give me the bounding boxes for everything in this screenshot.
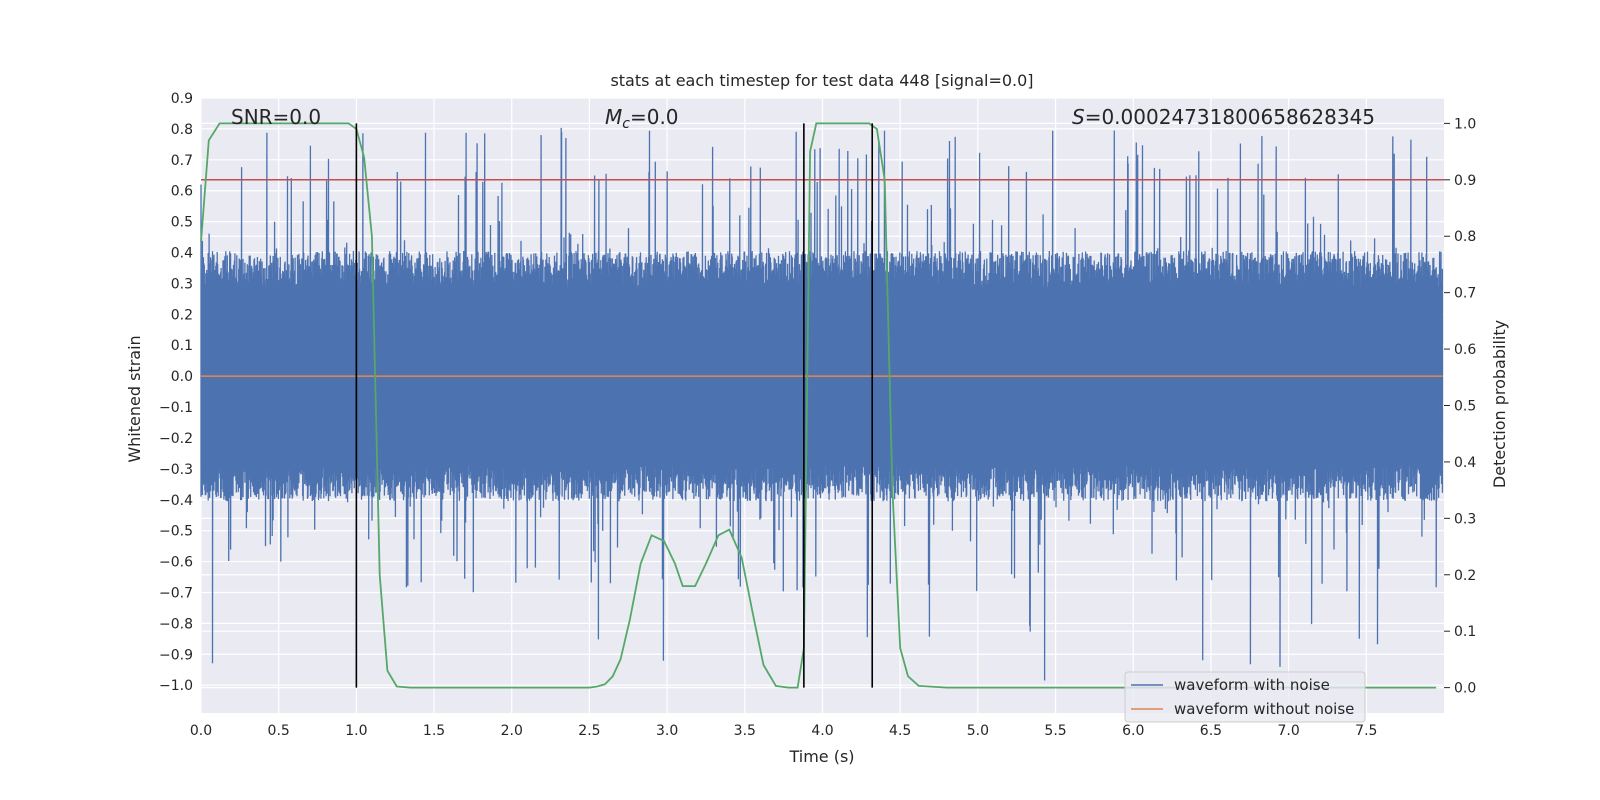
y-tick-label: 0.2 <box>171 307 193 323</box>
y-tick-label: 0.1 <box>171 338 193 354</box>
y-tick-labels: 0.9 0.8 0.7 0.6 0.5 0.4 0.3 0.2 0.1 0.0 −0.1 −0.2 −0… <box>159 91 193 694</box>
y-tick-label: 0.9 <box>171 91 193 107</box>
noise-series <box>200 127 1444 681</box>
mc-symbol: M <box>605 105 622 129</box>
y-tick-label: −0.2 <box>159 431 193 447</box>
y-axis-label: Whitened strain <box>125 335 144 462</box>
y2-tick-labels: 0.0 0.1 0.2 0.3 0.4 0.5 0.6 0.7 0.8 0.9 1.0 <box>1444 116 1476 697</box>
snr-annotation: SNR=0.0 <box>231 105 321 129</box>
mc-annotation: Mc=0.0 <box>605 105 679 132</box>
x-tick-label: 6.0 <box>1122 723 1144 739</box>
chart-title: stats at each timestep for test data 448… <box>610 71 1033 90</box>
y2-tick-label: 0.0 <box>1454 681 1476 697</box>
x-tick-label: 0.5 <box>268 723 290 739</box>
x-tick-label: 1.5 <box>423 723 445 739</box>
y2-tick-label: 0.5 <box>1454 399 1476 415</box>
y-tick-label: −0.8 <box>159 616 193 632</box>
x-tick-label: 2.0 <box>501 723 523 739</box>
y2-tick-label: 0.6 <box>1454 342 1476 358</box>
overlay-lines <box>200 122 1444 689</box>
legend: waveform with noise waveform without noi… <box>1124 671 1366 723</box>
mc-value: =0.0 <box>630 105 679 129</box>
y-tick-label: −0.7 <box>159 585 193 601</box>
x-tick-label: 1.0 <box>345 723 367 739</box>
s-annotation: S=0.00024731800658628345 <box>1072 105 1375 129</box>
y-tick-label: −0.6 <box>159 555 193 571</box>
y-tick-label: −0.4 <box>159 493 193 509</box>
y-tick-label: −0.3 <box>159 462 193 478</box>
x-tick-label: 0.0 <box>190 723 212 739</box>
y2-tick-label: 0.4 <box>1454 455 1476 471</box>
y2-tick-label: 0.3 <box>1454 511 1476 527</box>
legend-label-clean: waveform without noise <box>1174 700 1354 718</box>
y2-tick-label: 0.7 <box>1454 286 1476 302</box>
x-tick-label: 4.0 <box>811 723 833 739</box>
y2-axis-label: Detection probability <box>1490 320 1509 488</box>
x-tick-label: 6.5 <box>1200 723 1222 739</box>
x-tick-label: 7.5 <box>1355 723 1377 739</box>
y-tick-label: 0.7 <box>171 153 193 169</box>
legend-box <box>1124 671 1366 723</box>
y-tick-label: 0.4 <box>171 246 193 262</box>
y-tick-label: −0.9 <box>159 647 193 663</box>
mc-subscript: c <box>622 116 630 132</box>
x-tick-label: 3.5 <box>734 723 756 739</box>
y2-tick-label: 0.1 <box>1454 624 1476 640</box>
y-tick-label: 0.0 <box>171 369 193 385</box>
y2-tick-label: 0.2 <box>1454 568 1476 584</box>
x-axis-label: Time (s) <box>788 747 854 766</box>
y2-tick-label: 0.9 <box>1454 173 1476 189</box>
x-tick-label: 2.5 <box>578 723 600 739</box>
y-tick-label: −0.1 <box>159 400 193 416</box>
s-value: =0.00024731800658628345 <box>1085 105 1375 129</box>
legend-label-noise: waveform with noise <box>1174 676 1330 694</box>
y-tick-label: 0.8 <box>171 122 193 138</box>
s-symbol: S <box>1072 105 1085 129</box>
detection-probability-line <box>200 122 1437 689</box>
x-tick-label: 5.0 <box>967 723 989 739</box>
x-tick-label: 7.0 <box>1277 723 1299 739</box>
waveform-with-noise <box>200 127 1444 681</box>
x-tick-label: 4.5 <box>889 723 911 739</box>
y-tick-label: 0.3 <box>171 276 193 292</box>
y2-tick-label: 1.0 <box>1454 116 1476 132</box>
y-tick-label: −1.0 <box>159 678 193 694</box>
y-tick-label: 0.6 <box>171 184 193 200</box>
x-tick-label: 5.5 <box>1044 723 1066 739</box>
y2-tick-label: 0.8 <box>1454 229 1476 245</box>
y-tick-label: 0.5 <box>171 215 193 231</box>
x-tick-label: 3.0 <box>656 723 678 739</box>
y-tick-label: −0.5 <box>159 524 193 540</box>
x-tick-labels: 0.0 0.5 1.0 1.5 2.0 2.5 3.0 3.5 4.0 4.5 5.0 5.5 6.0 6… <box>190 723 1378 739</box>
